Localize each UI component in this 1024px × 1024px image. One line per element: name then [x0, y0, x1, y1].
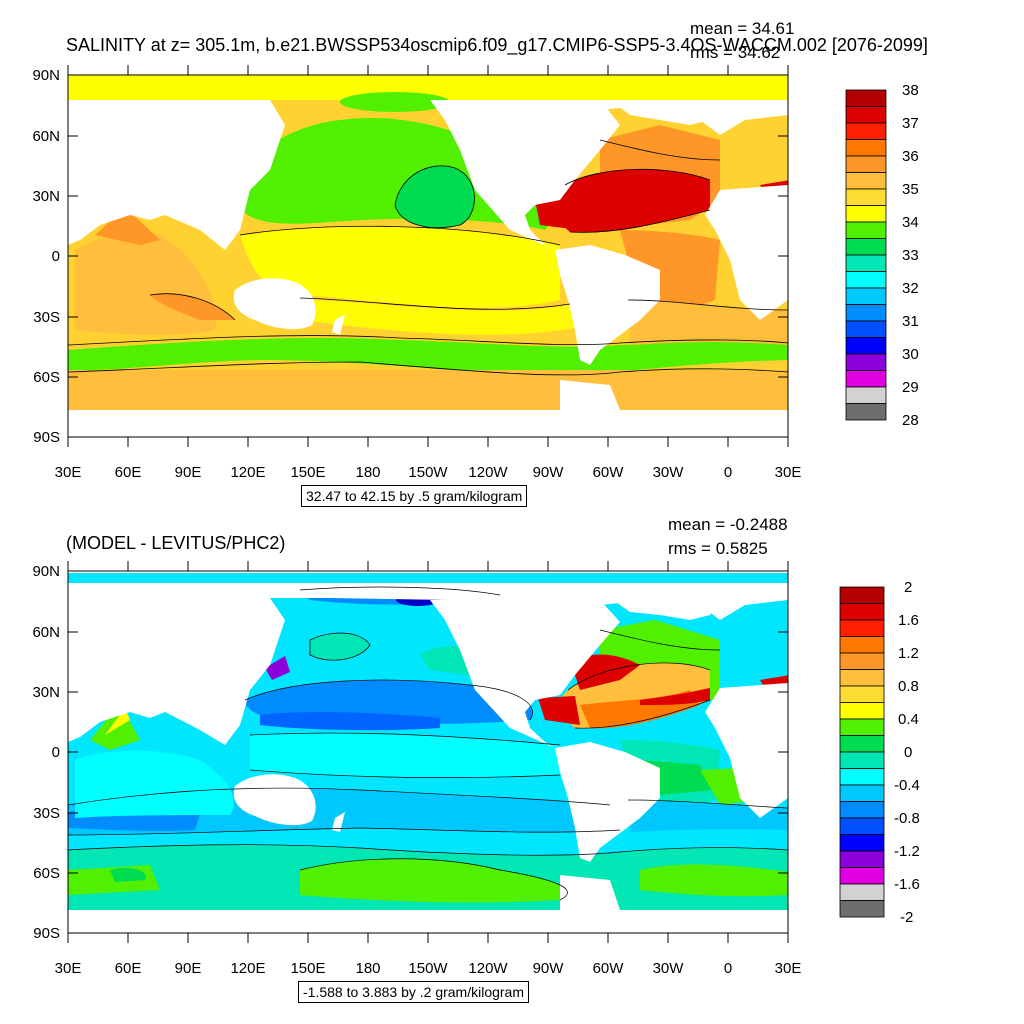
- panel-title: SALINITY at z= 305.1m, b.e21.BWSSP534osc…: [66, 35, 928, 55]
- x-tick-label: 0: [723, 464, 733, 481]
- y-tick-label: 60N: [32, 128, 60, 145]
- x-tick-label: 120W: [468, 960, 508, 977]
- x-tick-label: 0: [723, 960, 733, 977]
- x-tick-label: 30E: [774, 960, 802, 977]
- colorbar-label: 32: [902, 280, 919, 297]
- x-tick-label: 30W: [652, 960, 684, 977]
- y-tick-label: 0: [51, 744, 60, 761]
- x-tick-label: 30W: [652, 464, 684, 481]
- colorbar-label: 1.2: [898, 645, 919, 662]
- x-tick-label: 30E: [774, 464, 802, 481]
- panel-title: (MODEL - LEVITUS/PHC2): [66, 533, 286, 553]
- x-tick-label: 180: [355, 960, 381, 977]
- colorbar-label: 36: [902, 148, 919, 165]
- colorbar-label: 28: [902, 412, 919, 429]
- colorbar-label: 38: [902, 82, 919, 99]
- x-tick-label: 60W: [592, 464, 624, 481]
- y-tick-label: 0: [51, 248, 60, 265]
- colorbar-label: -1.2: [894, 843, 920, 860]
- rms-stat: rms = 0.5825: [668, 539, 768, 558]
- colorbar-label: 1.6: [898, 612, 919, 629]
- colorbar-label: 29: [902, 379, 919, 396]
- contour-info-box: 32.47 to 42.15 by .5 gram/kilogram: [301, 485, 528, 507]
- colorbar-label: 34: [902, 214, 919, 231]
- rms-stat: rms = 34.62: [690, 43, 781, 62]
- colorbar-label: -1.6: [894, 876, 920, 893]
- x-tick-label: 30E: [54, 960, 82, 977]
- colorbar-label: 0.4: [898, 711, 919, 728]
- colorbar-label: 2: [904, 579, 913, 596]
- colorbar-label: -2: [900, 909, 914, 926]
- x-tick-label: 60E: [114, 464, 142, 481]
- y-tick-label: 30S: [33, 309, 60, 326]
- colorbar-label: 37: [902, 115, 919, 132]
- y-tick-label: 60N: [32, 624, 60, 641]
- y-tick-label: 90S: [33, 925, 60, 942]
- x-tick-label: 120E: [230, 960, 266, 977]
- colorbar-label: -0.8: [894, 810, 920, 827]
- mean-stat: mean = 34.61: [690, 19, 795, 38]
- x-tick-label: 60W: [592, 960, 624, 977]
- y-tick-label: 60S: [33, 865, 60, 882]
- colorbar-label: 33: [902, 247, 919, 264]
- y-tick-label: 90S: [33, 429, 60, 446]
- colorbar-label: -0.4: [894, 777, 920, 794]
- x-tick-label: 90W: [532, 464, 564, 481]
- x-tick-label: 150E: [290, 464, 326, 481]
- x-tick-label: 30E: [54, 464, 82, 481]
- mean-stat: mean = -0.2488: [668, 515, 788, 534]
- x-tick-label: 90W: [532, 960, 564, 977]
- x-tick-label: 90E: [174, 960, 202, 977]
- y-tick-label: 30N: [32, 188, 60, 205]
- y-tick-label: 30S: [33, 805, 60, 822]
- colorbar-label: 31: [902, 313, 919, 330]
- y-tick-label: 60S: [33, 369, 60, 386]
- y-tick-label: 30N: [32, 684, 60, 701]
- y-tick-label: 90N: [32, 563, 60, 580]
- y-tick-label: 90N: [32, 67, 60, 84]
- colorbar-label: 0.8: [898, 678, 919, 695]
- x-tick-label: 120E: [230, 464, 266, 481]
- x-tick-label: 180: [355, 464, 381, 481]
- x-tick-label: 150W: [408, 464, 448, 481]
- x-tick-label: 60E: [114, 960, 142, 977]
- x-tick-label: 90E: [174, 464, 202, 481]
- contour-info-box: -1.588 to 3.883 by .2 gram/kilogram: [298, 981, 530, 1003]
- x-tick-label: 120W: [468, 464, 508, 481]
- colorbar-label: 35: [902, 181, 919, 198]
- colorbar-label: 0: [904, 744, 913, 761]
- colorbar-label: 30: [902, 346, 919, 363]
- x-tick-label: 150W: [408, 960, 448, 977]
- x-tick-label: 150E: [290, 960, 326, 977]
